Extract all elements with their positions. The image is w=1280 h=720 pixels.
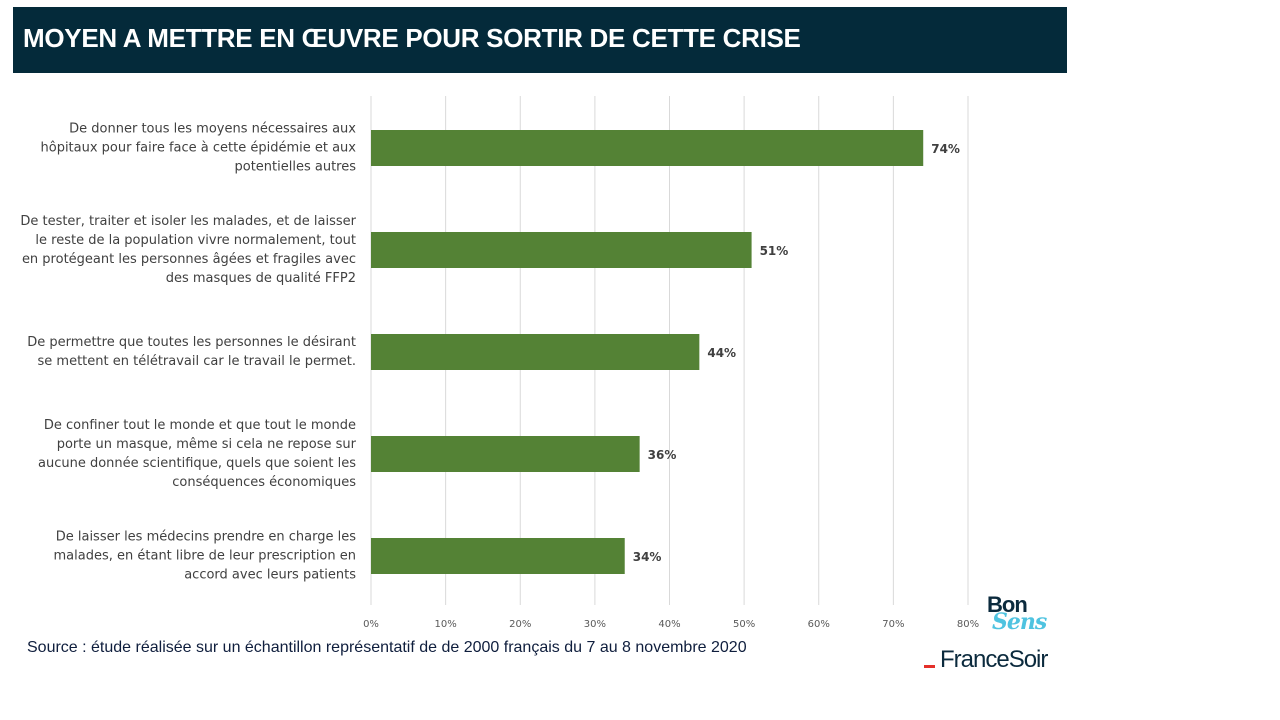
francesoir-dash xyxy=(924,665,935,668)
bar-value-label: 44% xyxy=(707,346,736,360)
x-tick-label: 10% xyxy=(435,619,457,630)
category-label-line: De permettre que toutes les personnes le… xyxy=(27,335,356,350)
x-tick-label: 40% xyxy=(658,619,680,630)
bar xyxy=(371,232,752,268)
category-label-line: hôpitaux pour faire face à cette épidémi… xyxy=(40,140,357,156)
francesoir-logo: FranceSoir xyxy=(924,646,1074,676)
category-label: De donner tous les moyens nécessaires au… xyxy=(16,120,357,177)
category-label-line: De confiner tout le monde et que tout le… xyxy=(43,418,356,433)
category-label-line: conséquences économiques xyxy=(172,475,356,490)
bonsens-logo-bon: Bon xyxy=(987,592,1028,617)
category-label-line: aucune donnée scientifique, quels que so… xyxy=(37,456,356,471)
category-label-line: De donner tous les moyens nécessaires au… xyxy=(69,121,356,137)
category-label: De laisser les médecins prendre en charg… xyxy=(16,528,356,585)
bar xyxy=(371,436,640,472)
x-tick-label: 70% xyxy=(882,619,904,630)
category-label-line: se mettent en télétravail car le travail… xyxy=(37,354,356,369)
category-label-line: potentielles autres xyxy=(234,159,356,175)
category-label-line: De laisser les médecins prendre en charg… xyxy=(55,529,356,545)
x-tick-label: 60% xyxy=(808,619,830,630)
x-tick-label: 30% xyxy=(584,619,606,630)
x-tick-label: 80% xyxy=(957,619,979,630)
category-label-line: porte un masque, même si cela ne repose … xyxy=(56,437,356,452)
bar-value-label: 34% xyxy=(633,550,662,564)
category-label: De confiner tout le monde et que tout le… xyxy=(16,416,356,492)
bar-value-label: 51% xyxy=(760,244,789,258)
category-label: De permettre que toutes les personnes le… xyxy=(16,333,356,371)
category-label-line: De tester, traiter et isoler les malades… xyxy=(20,214,356,229)
bar xyxy=(371,130,924,166)
bonsens-logo-sens: Sens xyxy=(992,609,1047,635)
bar xyxy=(371,538,625,574)
source-note: Source : étude réalisée sur un échantill… xyxy=(27,639,747,656)
bar-value-label: 74% xyxy=(931,142,960,156)
x-tick-label: 0% xyxy=(363,619,379,630)
francesoir-logo-text: FranceSoir xyxy=(940,646,1048,673)
category-label-line: en protégeant les personnes âgées et fra… xyxy=(21,252,356,267)
x-tick-label: 20% xyxy=(509,619,531,630)
category-label-line: accord avec leurs patients xyxy=(184,567,356,583)
bar xyxy=(371,334,700,370)
bar-value-label: 36% xyxy=(648,448,677,462)
category-label: De tester, traiter et isoler les malades… xyxy=(16,212,356,288)
category-label-line: le reste de la population vivre normalem… xyxy=(35,233,356,248)
title-bar: MOYEN A METTRE EN ŒUVRE POUR SORTIR DE C… xyxy=(13,7,1067,73)
category-label-line: malades, en étant libre de leur prescrip… xyxy=(53,548,356,564)
x-tick-label: 50% xyxy=(733,619,755,630)
category-label-line: des masques de qualité FFP2 xyxy=(165,271,356,286)
page-title: MOYEN A METTRE EN ŒUVRE POUR SORTIR DE C… xyxy=(23,23,801,53)
bonsens-logo: Bon Sens xyxy=(984,592,1048,642)
